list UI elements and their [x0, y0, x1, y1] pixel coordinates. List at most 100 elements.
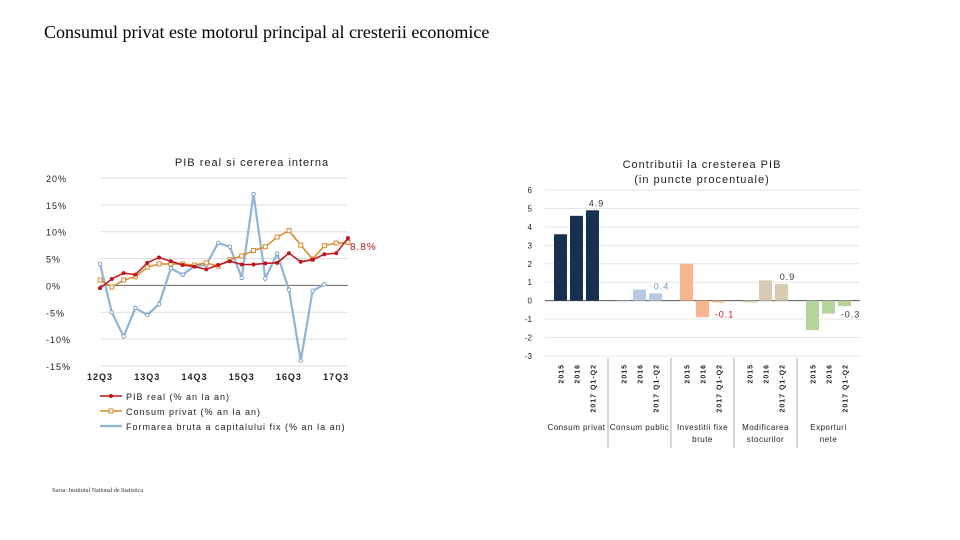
bar-chart-group-label: stocurilor: [747, 435, 784, 444]
line-chart-x-ticks: 12Q3 13Q3 14Q3 15Q3 16Q3 17Q3: [87, 372, 348, 382]
bar-chart-bar: [649, 293, 662, 301]
line-chart-series-2-point: [156, 261, 162, 267]
line-chart-series-3-point: [97, 261, 103, 267]
line-chart-series-3-line: [98, 193, 325, 361]
line-chart-series-3-point: [121, 334, 126, 339]
bar-chart-y-tick-label: 5: [528, 204, 533, 213]
line-chart-y-tick-label: 0%: [46, 281, 61, 291]
bar-chart-group-label: Consum privat: [547, 423, 605, 432]
line-chart-x-tick-label: 12Q3: [87, 372, 113, 382]
line-chart-series-1-point: [298, 259, 303, 264]
line-chart-series-2-point: [298, 242, 304, 248]
bar-chart-value-label: 0.4: [654, 281, 670, 291]
line-chart-y-tick-label: 10%: [46, 228, 67, 238]
page-title: Consumul privat este motorul principal a…: [44, 22, 490, 42]
bar-chart-period-label: 2015: [748, 364, 755, 384]
bar-chart-bar: [822, 300, 835, 314]
line-chart-series-1-point: [192, 264, 197, 269]
bar-chart-bar: [743, 300, 756, 303]
line-chart-legend-marker: [108, 408, 114, 414]
bar-chart-period-label: 2016: [827, 364, 834, 384]
bar-chart-period-label: 2017 Q1-Q2: [654, 364, 661, 413]
line-chart-series-1-point: [263, 261, 268, 266]
line-chart-series-2-point: [345, 239, 351, 245]
bar-chart-bar: [838, 300, 851, 307]
line-chart-x-tick-label: 13Q3: [134, 372, 160, 382]
bar-chart-value-labels: 4.9 0.4 -0.1 0.9 -0.3: [589, 198, 861, 320]
bar-chart-period-label: 2015: [811, 364, 818, 384]
bar-chart-period-labels: 2015 2016 2017 Q1-Q2 2015 2016 2017 Q1-Q2 2015…: [559, 364, 850, 413]
line-chart-series-1-point: [204, 267, 209, 272]
line-chart-series-1-point: [322, 252, 327, 257]
line-chart-series-1-point: [98, 286, 102, 291]
line-chart-series-3-point: [227, 244, 233, 249]
line-chart-series-3-point: [180, 272, 185, 277]
bar-chart-bars: [554, 210, 851, 331]
line-chart-series-1-point: [239, 262, 244, 267]
bar-chart-period-label: 2017 Q1-Q2: [717, 364, 724, 413]
bar-chart-period-label: 2016: [764, 364, 771, 384]
line-chart-y-tick-label: 20%: [46, 174, 67, 184]
line-chart-legend: PIB real (% an la an) Consum privat (% an…: [100, 392, 345, 432]
line-chart-series-2-point: [239, 253, 245, 259]
line-chart-series-2-point: [274, 234, 280, 240]
bar-chart-title: Contributii la cresterea PIB: [623, 159, 782, 171]
line-chart-series-3-point: [298, 358, 303, 363]
line-chart-series-1-point: [180, 263, 185, 268]
line-chart: PIB real si cererea interna 20% 15% 10% 5% 0…: [46, 157, 376, 432]
line-chart-y-tick-label: 15%: [46, 201, 67, 211]
line-chart-series-3-point: [109, 310, 115, 315]
line-chart-series-1-point: [286, 251, 291, 256]
bar-chart-bar: [806, 300, 819, 331]
line-chart-series-1-point: [275, 260, 280, 265]
bar-chart-period-label: 2017 Q1-Q2: [780, 364, 787, 413]
bar-chart-y-tick-label: 0: [528, 297, 533, 306]
bar-chart: Contributii la cresterea PIB (in puncte …: [525, 159, 861, 448]
line-chart-series-3-point: [274, 251, 280, 256]
bar-chart-bar: [680, 263, 693, 301]
bar-chart-subtitle: (in puncte procentuale): [634, 174, 770, 186]
bar-chart-period-label: 2015: [622, 364, 629, 384]
line-chart-x-tick-label: 15Q3: [229, 372, 255, 382]
source-note: Sursa: Institutul National de Statistica: [52, 488, 143, 494]
line-chart-series-1-point: [346, 236, 350, 241]
bar-chart-bar: [570, 215, 583, 301]
bar-chart-y-tick-label: -2: [525, 334, 533, 343]
bar-chart-group-label: Consum public: [610, 423, 669, 432]
line-chart-series-1-point: [157, 255, 162, 260]
bar-chart-y-tick-label: 3: [528, 241, 533, 250]
line-chart-series-1-point: [168, 259, 173, 264]
bar-chart-bar: [586, 210, 599, 301]
line-chart-title: PIB real si cererea interna: [175, 157, 329, 169]
bar-chart-group-label: Modificarea: [742, 423, 789, 432]
line-chart-series-1-line: [99, 237, 349, 289]
line-chart-series-3-point: [286, 287, 292, 292]
line-chart-series-2-point: [144, 264, 150, 270]
line-chart-series-2-point: [333, 240, 339, 246]
bar-chart-y-tick-label: 2: [528, 260, 533, 269]
bar-chart-period-label: 2017 Q1-Q2: [843, 364, 850, 413]
bar-chart-period-label: 2016: [575, 364, 582, 384]
line-chart-series-1-point: [251, 262, 256, 267]
bar-chart-y-tick-label: -1: [525, 315, 533, 324]
bar-chart-group-label: Investitii fixe: [677, 423, 728, 432]
line-chart-series-3-point: [251, 191, 256, 197]
line-chart-series-3-point: [263, 276, 268, 281]
bar-chart-value-label: 0.9: [780, 272, 796, 282]
line-chart-y-tick-label: -10%: [46, 335, 71, 345]
bar-chart-bar: [554, 234, 567, 301]
bar-chart-y-ticks: 6 5 4 3 2 1 0 -1 -2 -3: [525, 186, 533, 361]
line-chart-legend-label: Consum privat (% an la an): [126, 407, 261, 417]
line-chart-series-2-point: [121, 277, 127, 283]
bar-chart-period-label: 2015: [559, 364, 566, 384]
line-chart-series-2-point: [203, 260, 209, 266]
bar-chart-value-label: -0.3: [841, 310, 861, 320]
line-chart-series-2-point: [109, 284, 115, 290]
line-chart-series-2-point: [97, 277, 103, 283]
line-chart-series: [97, 191, 351, 363]
bar-chart-y-tick-label: -3: [525, 352, 533, 361]
line-chart-series-2-point: [321, 243, 327, 249]
line-chart-series-3-point: [156, 302, 162, 307]
line-chart-series-3-point: [215, 240, 221, 246]
bar-chart-period-label: 2016: [701, 364, 708, 384]
